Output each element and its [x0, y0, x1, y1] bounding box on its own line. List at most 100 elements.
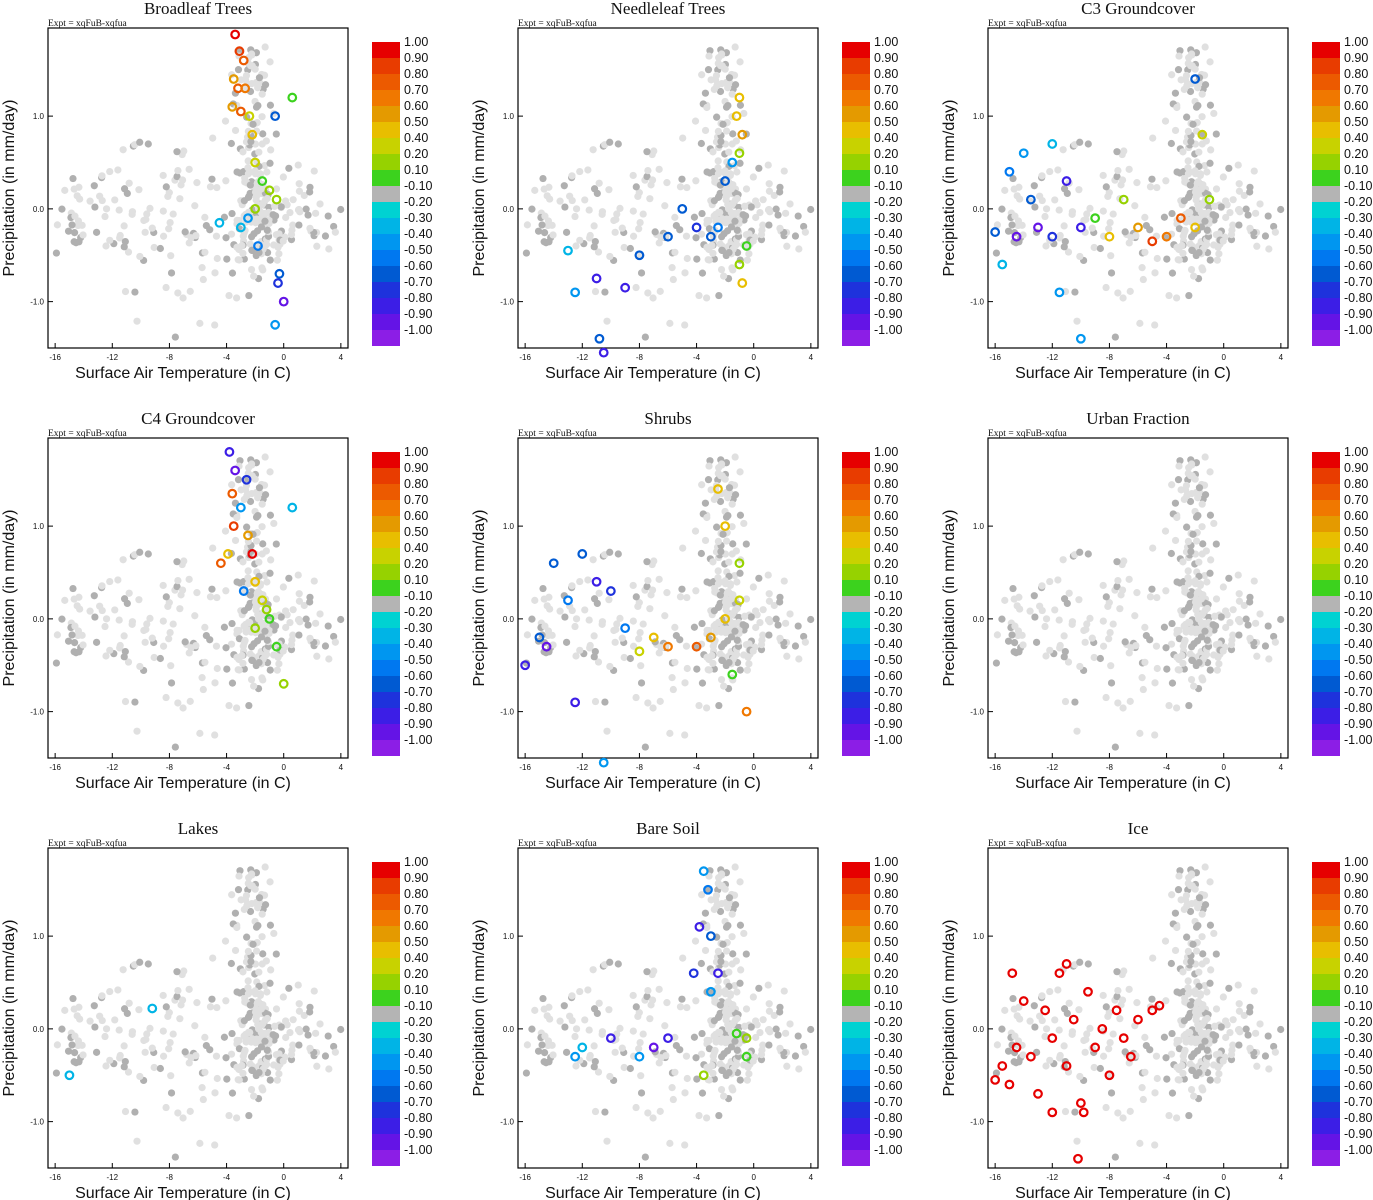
- background-point: [1136, 1139, 1144, 1147]
- background-point: [1173, 578, 1181, 586]
- background-point: [69, 994, 77, 1003]
- background-point: [1186, 87, 1195, 96]
- background-point: [1187, 472, 1195, 480]
- background-point: [759, 1041, 767, 1049]
- background-point: [1175, 225, 1184, 233]
- background-point: [585, 1026, 593, 1034]
- background-point: [697, 230, 706, 238]
- y-tick-label: 1.0: [503, 112, 515, 121]
- background-point: [717, 882, 725, 890]
- background-point: [1171, 946, 1180, 955]
- colorbar-swatch: [372, 580, 400, 596]
- background-point: [198, 674, 206, 682]
- data-point: [1004, 166, 1015, 177]
- background-point: [165, 1045, 173, 1053]
- data-point: [257, 176, 268, 186]
- background-point: [178, 996, 187, 1004]
- background-point: [143, 620, 151, 628]
- background-point: [86, 1017, 94, 1025]
- colorbar-swatch: [372, 282, 400, 298]
- background-point: [316, 610, 324, 618]
- background-point: [776, 188, 784, 196]
- background-point: [181, 1048, 189, 1056]
- x-tick-label: 4: [339, 1173, 344, 1182]
- background-point: [745, 250, 753, 258]
- background-point: [1084, 140, 1092, 148]
- background-point: [720, 230, 728, 238]
- colorbar-label: -0.80: [1344, 1111, 1373, 1125]
- background-point: [1113, 992, 1121, 1001]
- background-point: [1213, 666, 1221, 674]
- background-point: [246, 1001, 254, 1009]
- colorbar-swatch: [1312, 548, 1340, 564]
- background-point: [692, 1054, 700, 1062]
- background-point: [1026, 607, 1034, 615]
- background-point: [703, 704, 711, 712]
- background-point: [1212, 185, 1221, 193]
- background-point: [671, 623, 679, 631]
- background-point: [92, 638, 101, 646]
- x-tick-label: -16: [519, 763, 531, 772]
- background-point: [316, 1020, 324, 1028]
- background-point: [211, 679, 219, 687]
- background-point: [1188, 656, 1196, 664]
- colorbar-label: 1.00: [404, 855, 428, 869]
- background-point: [1198, 1084, 1206, 1092]
- background-point: [136, 662, 144, 671]
- data-point: [278, 678, 289, 689]
- colorbar-swatch: [842, 708, 870, 724]
- background-point: [53, 1041, 62, 1049]
- background-point: [692, 234, 700, 242]
- background-point: [156, 244, 164, 253]
- background-point: [1004, 227, 1013, 235]
- colorbar-label: 0.60: [874, 509, 898, 523]
- background-point: [237, 896, 245, 904]
- background-point: [1270, 1042, 1278, 1051]
- background-point: [683, 593, 691, 602]
- background-point: [159, 1052, 168, 1060]
- background-point: [1235, 1041, 1243, 1049]
- background-point: [1186, 181, 1194, 189]
- background-point: [201, 623, 209, 631]
- background-point: [643, 992, 651, 1001]
- background-point: [331, 228, 339, 236]
- background-point: [562, 638, 571, 646]
- background-point: [704, 256, 712, 264]
- background-point: [1174, 66, 1183, 74]
- background-point: [1180, 495, 1188, 504]
- background-point: [1119, 1114, 1127, 1122]
- background-point: [1226, 208, 1234, 217]
- background-point: [1188, 1066, 1196, 1074]
- background-point: [1191, 167, 1199, 175]
- background-point: [285, 164, 293, 172]
- colorbar-label: -0.40: [404, 1047, 433, 1061]
- background-point: [697, 1050, 706, 1058]
- background-point: [603, 317, 611, 325]
- background-point: [1190, 1092, 1198, 1100]
- x-tick-label: -8: [636, 763, 644, 772]
- background-point: [263, 578, 271, 586]
- data-point: [1190, 74, 1201, 84]
- data-point: [703, 884, 713, 895]
- background-point: [159, 617, 167, 625]
- background-point: [213, 593, 221, 602]
- background-point: [603, 727, 611, 735]
- background-point: [1013, 192, 1021, 200]
- background-point: [1207, 966, 1215, 974]
- colorbar-label: 0.90: [1344, 461, 1368, 475]
- background-point: [233, 1063, 241, 1071]
- background-point: [795, 1065, 803, 1073]
- colorbar-swatch: [842, 314, 870, 330]
- colorbar-swatch: [842, 1054, 870, 1070]
- background-point: [1197, 595, 1205, 603]
- background-point: [136, 252, 144, 261]
- background-point: [756, 208, 764, 217]
- background-point: [534, 1047, 543, 1055]
- background-point: [1200, 982, 1209, 990]
- background-point: [749, 1057, 757, 1065]
- background-point: [251, 167, 259, 175]
- background-point: [1235, 631, 1243, 639]
- background-point: [324, 1032, 332, 1040]
- data-point: [264, 185, 275, 196]
